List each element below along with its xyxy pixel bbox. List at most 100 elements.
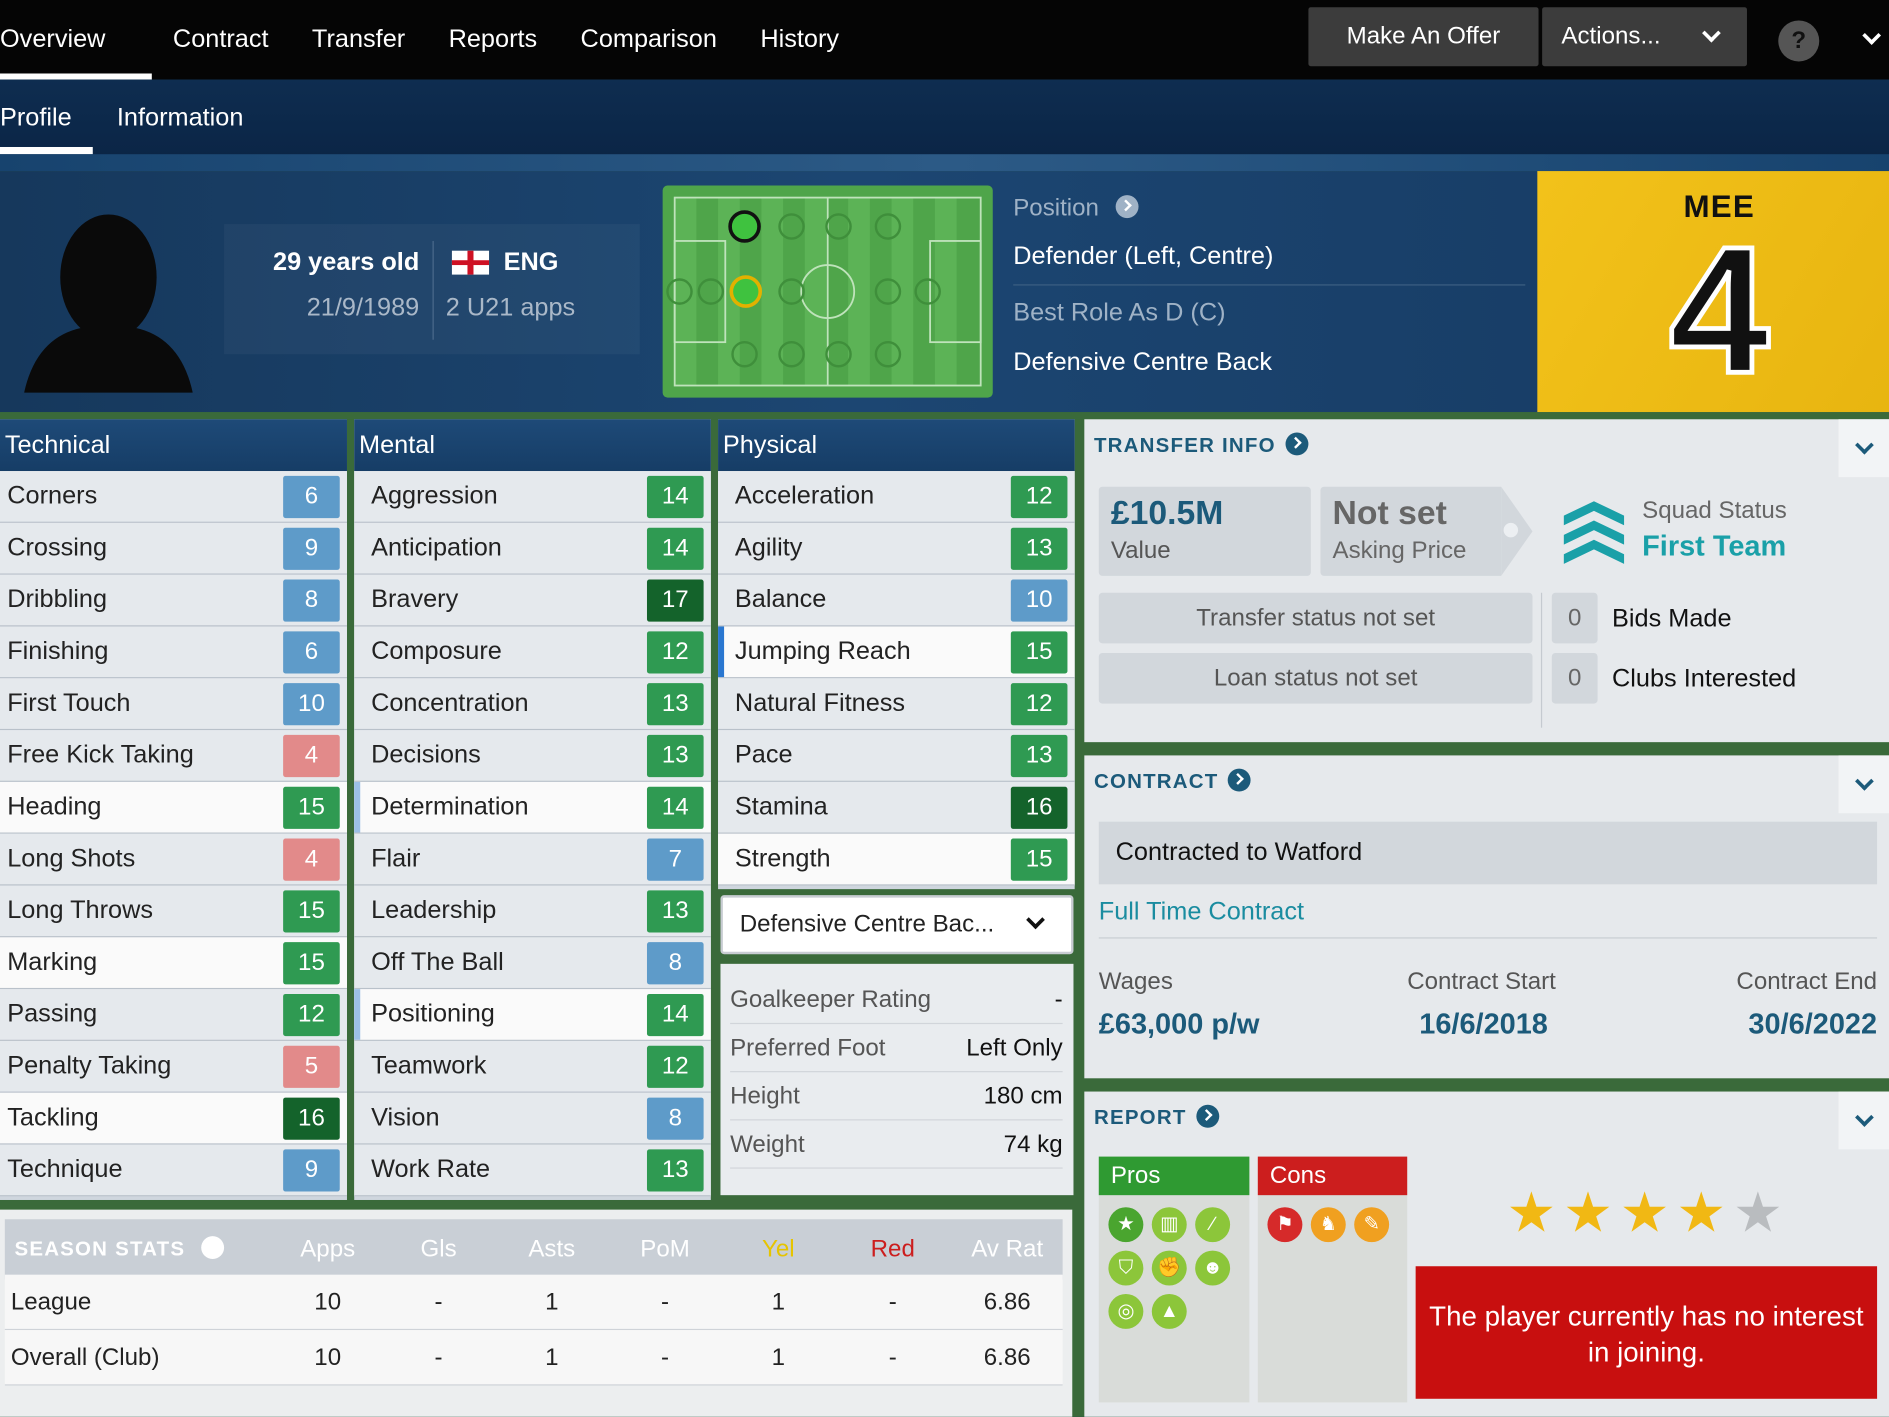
attribute-row[interactable]: Long Throws 15	[0, 885, 347, 938]
attribute-row[interactable]: Crossing 9	[0, 522, 347, 575]
contract-end: 30/6/2022	[1748, 1008, 1878, 1041]
season-col-header[interactable]: Asts	[528, 1236, 576, 1263]
attribute-row[interactable]: Pace 13	[718, 730, 1075, 782]
tab-overview[interactable]: Overview	[0, 0, 151, 80]
attribute-row[interactable]: Composure 12	[354, 626, 711, 679]
wall-trait-icon[interactable]: ▥	[1151, 1207, 1187, 1243]
attribute-row[interactable]: Work Rate 13	[354, 1144, 711, 1197]
season-stats-title-row[interactable]: SEASON STATS	[14, 1219, 225, 1279]
attribute-name: Tackling	[7, 1103, 99, 1132]
attribute-row[interactable]: Marking 15	[0, 937, 347, 990]
attribute-row[interactable]: Passing 12	[0, 989, 347, 1041]
shield-trait-icon[interactable]: ⛉	[1108, 1250, 1144, 1286]
star-empty-icon: ★	[1732, 1180, 1783, 1244]
attribute-row[interactable]: Technique 9	[0, 1144, 347, 1197]
season-col-header[interactable]: Apps	[300, 1236, 356, 1263]
star-filled-icon: ★	[1619, 1180, 1670, 1244]
attribute-value: 8	[283, 579, 340, 622]
player-dob: 21/9/1989	[306, 293, 420, 322]
attribute-row[interactable]: Aggression 14	[354, 471, 711, 523]
attribute-row[interactable]: Vision 8	[354, 1092, 711, 1145]
subtab-profile[interactable]: Profile	[0, 103, 72, 132]
subtab-information[interactable]: Information	[116, 103, 244, 132]
mind-trait-icon[interactable]: ☻	[1195, 1250, 1231, 1286]
attribute-row[interactable]: Positioning 14	[354, 989, 711, 1041]
attribute-row[interactable]: First Touch 10	[0, 678, 347, 731]
attribute-row[interactable]: Teamwork 12	[354, 1040, 711, 1093]
attribute-row[interactable]: Stamina 16	[718, 781, 1075, 834]
tab-transfer[interactable]: Transfer	[311, 25, 406, 54]
attribute-row[interactable]: Concentration 13	[354, 678, 711, 731]
strength-trait-icon[interactable]: ✊	[1151, 1250, 1187, 1286]
chevron-down-icon[interactable]	[1862, 26, 1882, 45]
attribute-row[interactable]: Determination 14	[354, 781, 711, 834]
report-title-row[interactable]: REPORT	[1094, 1104, 1220, 1130]
attribute-row[interactable]: Balance 10	[718, 574, 1075, 627]
attribute-row[interactable]: Penalty Taking 5	[0, 1040, 347, 1093]
position-label-row[interactable]: Position	[1013, 181, 1525, 236]
attribute-value: 13	[646, 890, 704, 933]
collapse-toggle[interactable]	[1838, 755, 1889, 814]
info-label: Weight	[730, 1131, 805, 1158]
collapse-toggle[interactable]	[1838, 419, 1889, 478]
attribute-row[interactable]: Free Kick Taking 4	[0, 730, 347, 782]
season-cell: 1	[545, 1289, 559, 1316]
season-col-header[interactable]: Red	[870, 1236, 915, 1263]
attribute-row[interactable]: Leadership 13	[354, 885, 711, 938]
tackle-trait-icon[interactable]: ∕	[1195, 1207, 1231, 1243]
transfer-status-button[interactable]: Transfer status not set	[1098, 592, 1533, 644]
attribute-row[interactable]: Anticipation 14	[354, 522, 711, 575]
foot-trait-icon[interactable]: ♞	[1310, 1207, 1346, 1243]
jump-trait-icon[interactable]: ▲	[1151, 1293, 1187, 1329]
season-col-header[interactable]: Av Rat	[971, 1236, 1044, 1263]
asking-price-box[interactable]: Not set Asking Price	[1320, 486, 1533, 576]
wrench-trait-icon[interactable]: ✎	[1354, 1207, 1390, 1243]
attribute-name: Concentration	[371, 689, 529, 717]
season-row[interactable]: Overall (Club) 10 - 1 - 1 - 6.86	[4, 1330, 1063, 1386]
attribute-row[interactable]: Strength 15	[718, 833, 1075, 886]
attribute-row[interactable]: Off The Ball 8	[354, 937, 711, 990]
attribute-row[interactable]: Decisions 13	[354, 730, 711, 782]
attribute-row[interactable]: Jumping Reach 15	[718, 626, 1075, 679]
cons-box: Cons ⚑ ♞ ✎	[1257, 1156, 1408, 1403]
attribute-row[interactable]: Bravery 17	[354, 574, 711, 627]
role-select-value: Defensive Centre Bac...	[739, 910, 995, 938]
attribute-value: 8	[646, 1097, 704, 1140]
contract-title-row[interactable]: CONTRACT	[1094, 768, 1252, 794]
attribute-row[interactable]: Agility 13	[718, 522, 1075, 575]
attribute-name: Balance	[734, 585, 827, 614]
tab-comparison[interactable]: Comparison	[580, 25, 717, 54]
arrow-right-icon	[1196, 1104, 1220, 1128]
attribute-row[interactable]: Dribbling 8	[0, 574, 347, 627]
season-row[interactable]: League 10 - 1 - 1 - 6.86	[4, 1274, 1063, 1331]
attribute-value: 6	[283, 631, 340, 674]
target-trait-icon[interactable]: ◎	[1108, 1293, 1144, 1329]
attribute-name: Free Kick Taking	[7, 740, 194, 769]
tab-contract[interactable]: Contract	[172, 25, 269, 54]
loan-status-button[interactable]: Loan status not set	[1098, 653, 1533, 704]
star-trait-icon[interactable]: ★	[1108, 1207, 1144, 1243]
help-button[interactable]: ?	[1778, 20, 1820, 62]
role-select[interactable]: Defensive Centre Bac...	[720, 895, 1074, 955]
tab-history[interactable]: History	[760, 25, 840, 54]
season-col-header[interactable]: Yel	[761, 1236, 795, 1263]
collapse-toggle[interactable]	[1838, 1091, 1889, 1150]
attribute-row[interactable]: Flair 7	[354, 833, 711, 886]
attribute-row[interactable]: Tackling 16	[0, 1092, 347, 1145]
season-col-header[interactable]: PoM	[640, 1236, 690, 1263]
make-offer-button[interactable]: Make An Offer	[1308, 7, 1539, 67]
season-col-header[interactable]: Gls	[420, 1236, 457, 1263]
attribute-value: 14	[646, 527, 704, 570]
attribute-row[interactable]: Heading 15	[0, 781, 347, 834]
attribute-row[interactable]: Natural Fitness 12	[718, 678, 1075, 731]
attribute-row[interactable]: Corners 6	[0, 471, 347, 523]
tab-reports[interactable]: Reports	[448, 25, 538, 54]
attribute-row[interactable]: Long Shots 4	[0, 833, 347, 886]
player-nation: ENG	[503, 248, 559, 276]
attribute-row[interactable]: Acceleration 12	[718, 471, 1075, 523]
transfer-info-title-row[interactable]: TRANSFER INFO	[1094, 432, 1309, 458]
crossing-trait-icon[interactable]: ⚑	[1267, 1207, 1303, 1243]
attribute-row[interactable]: Finishing 6	[0, 626, 347, 679]
actions-menu-button[interactable]: Actions...	[1542, 7, 1747, 67]
